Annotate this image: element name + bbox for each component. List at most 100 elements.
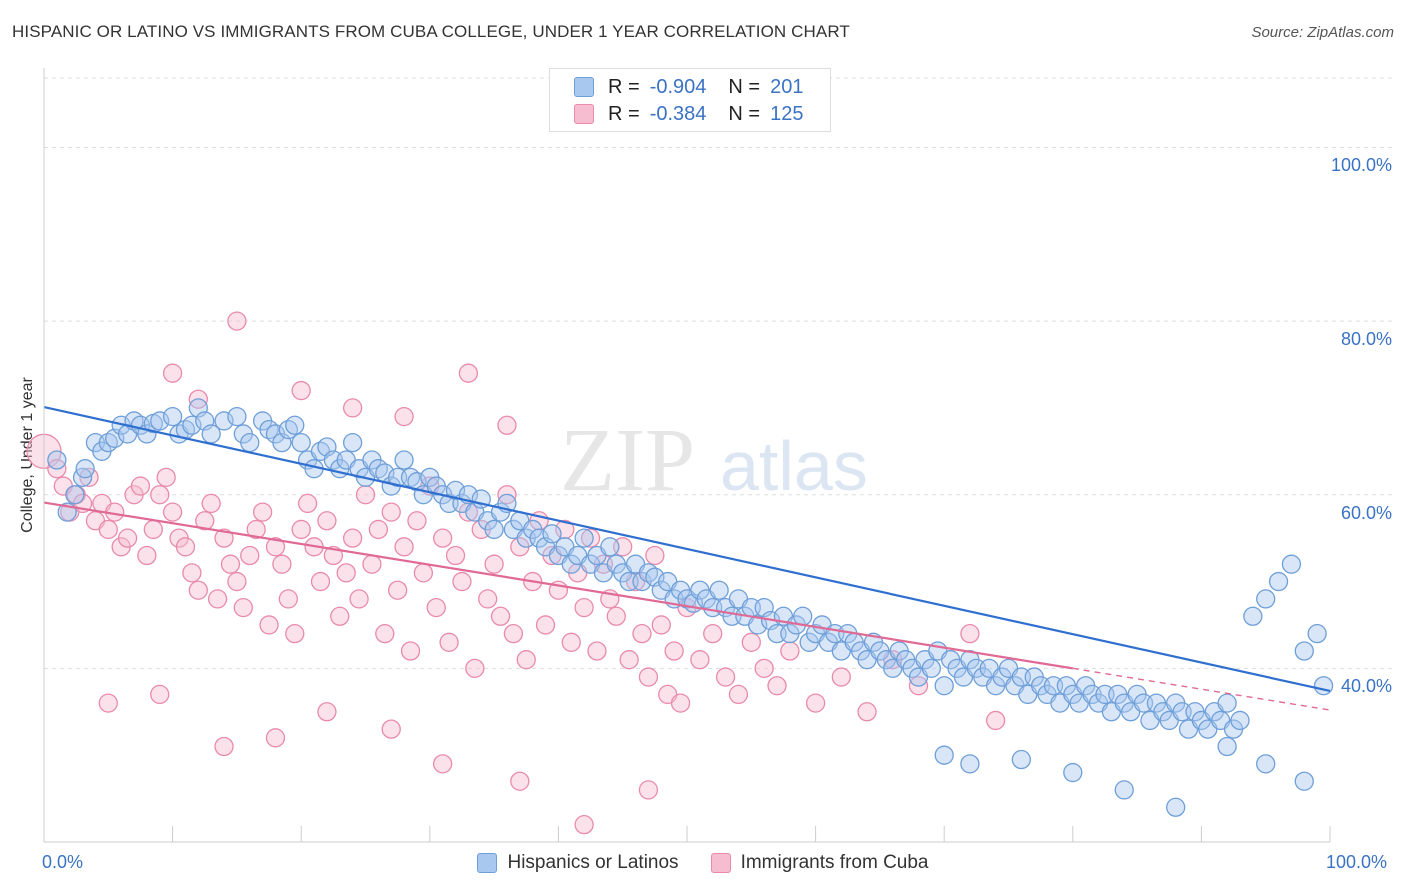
r-value: -0.384 [649,102,707,125]
cuba-point [387,580,408,600]
hispanic-point [1063,762,1083,783]
hispanic-point [600,537,620,557]
cuba-point [831,667,851,687]
cuba-point [246,519,266,540]
y-tick-label: 40.0% [1340,676,1392,697]
cuba-point [465,658,485,679]
cuba-point [150,684,170,705]
cuba-point [98,519,118,540]
cuba-point [516,650,536,670]
cuba-point [587,641,607,661]
cuba-point [143,519,163,540]
cuba-point [985,710,1006,731]
cuba-point [175,537,196,557]
cuba-point [182,563,202,583]
cuba-point [291,380,311,401]
cuba-point [632,623,652,644]
legend-item-hispanics[interactable]: Hispanics or Latinos [477,852,679,874]
cuba-point [362,554,382,574]
legend-row-hispanics: R = -0.904 N = 201 [574,75,803,99]
cuba-point [240,545,260,566]
hispanic-point [1256,754,1276,774]
cuba-point [458,363,479,383]
cuba-point [310,571,331,592]
hispanic-point [1313,676,1334,696]
series-hispanics-or-latinos [47,398,1334,817]
cuba-point [117,528,138,548]
hispanic-point [934,676,954,696]
cuba-point [638,780,659,800]
r-value: -0.904 [649,75,707,98]
cuba-point [272,554,292,574]
hispanic-point [1256,589,1276,609]
cuba-point [195,511,215,531]
hispanic-point [162,406,183,427]
y-tick-label: 80.0% [1340,329,1392,350]
legend-item-cuba[interactable]: Immigrants from Cuba [710,852,929,874]
cuba-point [561,632,581,652]
cuba-point [355,485,376,505]
cuba-point [252,502,273,522]
cuba-point [349,589,369,609]
cuba-trend-line [43,501,1073,670]
cuba-point [297,493,318,514]
cuba-point [137,545,157,566]
cuba-point [381,719,401,739]
cuba-point [690,650,710,670]
cuba-point [394,406,414,427]
hispanic-point [394,450,414,470]
hispanic-point [1268,571,1289,592]
cuba-point [857,702,877,722]
cuba-point [452,571,472,592]
hispanic-point [542,524,562,544]
hispanic-point [47,450,67,470]
cuba-point [375,623,395,644]
cuba-point [960,623,980,644]
cuba-point [728,684,749,705]
cuba-point [368,519,389,540]
axes [43,68,1331,843]
cuba-point [278,589,298,609]
hispanic-point [574,528,594,548]
cuba-point [535,615,556,635]
cuba-point [433,528,453,548]
gridlines [44,77,1394,669]
cuba-point [265,728,286,748]
series-immigrants-from-cuba [26,311,1006,835]
legend-swatch-blue [574,77,594,97]
x-tick-label-max: 100.0% [1326,852,1388,872]
cuba-point [767,676,787,696]
cuba-point [741,632,761,652]
cuba-point [342,528,363,548]
cuba-point [780,641,800,661]
n-label: N = [728,102,761,125]
cuba-point [162,502,183,522]
hispanic-point [709,580,729,600]
legend-swatch-pink [574,104,594,124]
x-tick-label-min: 0.0% [42,852,84,872]
cuba-point [317,511,337,531]
cuba-point [207,589,228,609]
cuba-point [715,667,736,687]
cuba-point [130,476,151,496]
cuba-point [98,693,118,713]
cuba-point [510,771,530,791]
cuba-point [381,502,401,522]
trend-lines [43,405,1331,711]
cuba-point [291,519,311,540]
hispanic-point [342,432,363,453]
cuba-point [150,485,170,505]
cuba-point [162,363,183,383]
cuba-point [233,597,253,618]
hispanic-point [1230,710,1250,731]
hispanic-point [1294,641,1314,661]
cuba-point [503,623,524,644]
watermark-zip: ZIP [560,411,695,510]
series-legend: Hispanics or Latinos Immigrants from Cub… [0,852,1406,874]
correlation-legend: R = -0.904 N = 201 R = -0.384 N = 125 [549,68,831,132]
legend-row-cuba: R = -0.384 N = 125 [574,102,803,126]
cuba-point [188,580,208,600]
hispanic-point [285,415,305,435]
source-credit: Source: ZipAtlas.com [1251,24,1394,41]
